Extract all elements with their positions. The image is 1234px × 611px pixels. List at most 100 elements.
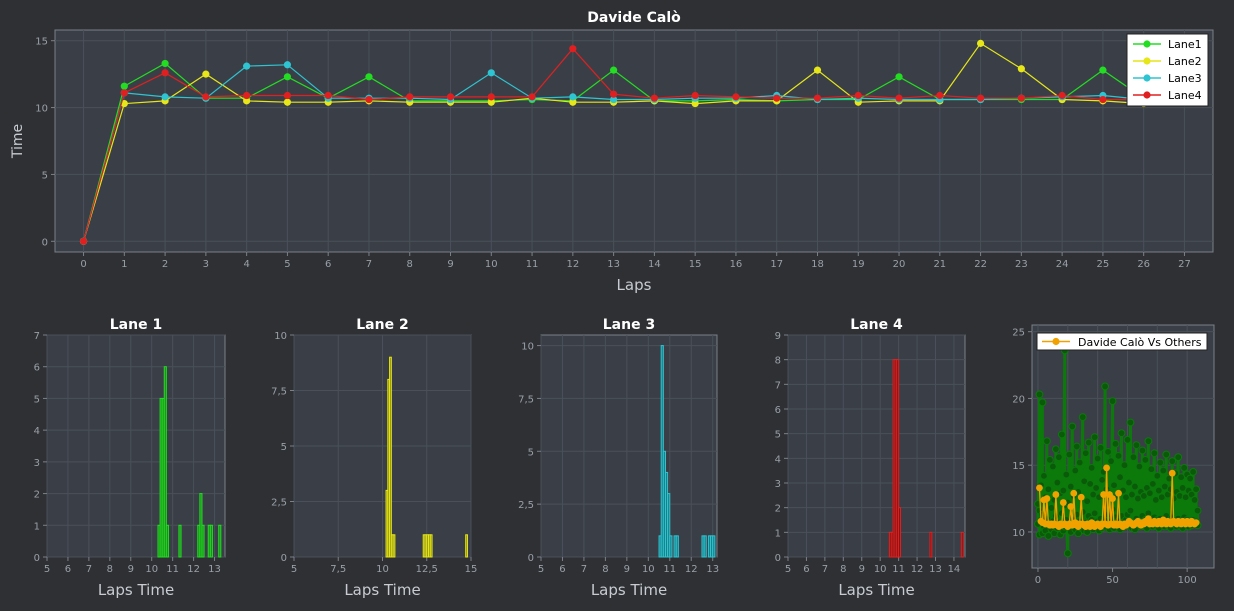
others-point	[1153, 471, 1162, 480]
driver-point	[1192, 519, 1200, 527]
data-point	[283, 91, 292, 100]
x-tick-label: 7,5	[330, 564, 346, 575]
data-point	[243, 97, 251, 105]
y-tick-label: 7,5	[518, 394, 534, 405]
histogram-bar	[209, 524, 213, 558]
x-tick-label: 10	[874, 564, 887, 575]
x-tick-label: 8	[407, 259, 413, 270]
x-tick-label: 5	[538, 564, 544, 575]
data-point	[446, 93, 455, 101]
others-point	[1132, 441, 1141, 450]
others-point	[1096, 443, 1105, 452]
others-point	[1114, 451, 1123, 460]
legend-entry: Davide Calò Vs Others	[1078, 336, 1202, 349]
data-point	[528, 93, 536, 101]
data-point	[487, 93, 495, 101]
legend: Davide Calò Vs Others	[1036, 332, 1208, 351]
histogram-bar	[165, 524, 169, 558]
gridlines	[46, 334, 225, 558]
y-tick-label: 25	[1012, 328, 1025, 339]
others-point	[1059, 486, 1068, 495]
data-point	[283, 73, 292, 81]
others-point	[1083, 497, 1092, 506]
others-point	[1141, 455, 1150, 464]
legend-entry: Lane2	[1168, 55, 1202, 68]
others-point	[1120, 461, 1129, 470]
histogram-bar	[667, 493, 671, 558]
histogram-bar	[178, 524, 182, 558]
chart-title: Lane 4	[850, 317, 903, 333]
others-point	[1081, 449, 1090, 458]
x-tick-label: 16	[730, 259, 743, 270]
others-point	[1156, 458, 1165, 467]
others-point	[1117, 429, 1126, 438]
driver-series	[1036, 464, 1200, 531]
data-point	[569, 93, 577, 101]
x-tick-label: 0	[80, 259, 86, 270]
data-point	[895, 73, 903, 81]
data-point	[406, 93, 414, 101]
data-point	[202, 70, 210, 78]
x-tick-label: 7	[822, 564, 828, 575]
x-tick-label: 3	[203, 259, 209, 270]
data-point	[487, 98, 495, 106]
histogram-bar	[960, 531, 964, 558]
others-point	[1101, 382, 1109, 391]
x-tick-label: 6	[803, 564, 809, 575]
gridlines	[293, 334, 472, 558]
x-tick-label: 5	[291, 564, 297, 575]
chart-versus: 0 50 100 10 15 20 25 Davide Calò Vs Others	[1012, 324, 1215, 586]
others-point	[1128, 490, 1136, 499]
data-point	[650, 94, 658, 102]
others-point	[1138, 446, 1147, 455]
driver-point	[1100, 491, 1108, 498]
y-tick-label: 8	[775, 356, 781, 367]
x-tick-label: 11	[892, 564, 905, 575]
x-tick-label: 12	[911, 564, 924, 575]
others-point	[1090, 433, 1099, 442]
tick-labels: 0 50 100 10 15 20 25	[1012, 328, 1196, 586]
others-point	[1046, 455, 1054, 464]
others-point	[1110, 481, 1118, 490]
y-tick-label: 15	[1012, 461, 1025, 472]
x-tick-label: 24	[1056, 259, 1069, 270]
y-tick-label: 6	[775, 405, 781, 416]
others-point	[1093, 454, 1102, 463]
data-point	[161, 93, 169, 101]
others-point	[1086, 479, 1095, 488]
histogram-bar	[392, 534, 396, 558]
data-point	[691, 91, 699, 100]
others-point	[1107, 457, 1115, 466]
histogram-bars	[385, 356, 468, 558]
x-tick-label: 7	[366, 259, 372, 270]
others-point	[1035, 390, 1044, 399]
x-tick-label: 12	[685, 564, 698, 575]
x-tick-label: 0	[1035, 575, 1041, 586]
x-tick-label: 9	[624, 564, 630, 575]
legend-box	[1126, 33, 1209, 107]
others-point	[1150, 449, 1159, 458]
others-point	[1131, 482, 1139, 491]
y-tick-label: 0	[34, 553, 40, 564]
data-point	[976, 94, 985, 102]
x-tick-label: 14	[948, 564, 961, 575]
chart-title: Lane 3	[603, 317, 655, 333]
data-point	[1017, 65, 1025, 73]
data-point	[895, 94, 903, 102]
data-point	[283, 98, 292, 106]
data-point	[569, 98, 577, 106]
y-tick-label: 5	[42, 170, 48, 181]
driver-point	[1103, 464, 1110, 472]
others-point	[1125, 478, 1133, 487]
x-tick-label: 15	[465, 564, 478, 575]
x-tick-label: 4	[243, 259, 249, 270]
x-tick-label: 20	[893, 259, 906, 270]
data-point	[120, 89, 128, 97]
tick-labels: 0 1 2 3 4 5 6 7 8 9 10 11 12 13 14 15 16 17 18 19 20 21 22 23 24…	[35, 37, 1191, 270]
y-tick-label: 10	[521, 342, 534, 353]
tick-labels: 5 7,5 10 12,5 15 0 2,5 5 7,5 10	[271, 331, 477, 575]
histogram-bar	[201, 524, 205, 558]
y-tick-label: 2,5	[271, 498, 287, 509]
y-tick-label: 20	[1012, 394, 1025, 405]
